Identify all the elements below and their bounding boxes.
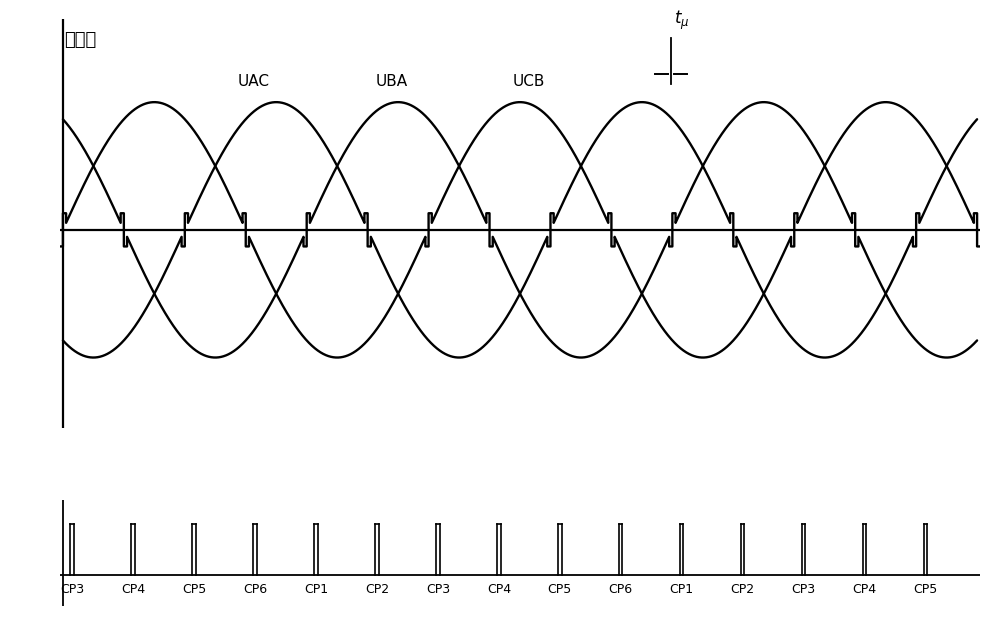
Text: CP4: CP4 <box>487 584 511 597</box>
Text: CP4: CP4 <box>121 584 145 597</box>
Text: CP4: CP4 <box>852 584 877 597</box>
Text: CP5: CP5 <box>548 584 572 597</box>
Text: CP6: CP6 <box>243 584 267 597</box>
Text: 线电压: 线电压 <box>65 31 97 49</box>
Text: UAC: UAC <box>237 73 269 89</box>
Text: CP2: CP2 <box>365 584 389 597</box>
Text: CP1: CP1 <box>670 584 694 597</box>
Text: CP5: CP5 <box>182 584 206 597</box>
Text: CP2: CP2 <box>731 584 755 597</box>
Text: CP3: CP3 <box>792 584 816 597</box>
Text: CP3: CP3 <box>60 584 84 597</box>
Text: CP1: CP1 <box>304 584 328 597</box>
Text: $t_{\mu}$: $t_{\mu}$ <box>674 9 690 32</box>
Text: CP3: CP3 <box>426 584 450 597</box>
Text: UBA: UBA <box>375 73 407 89</box>
Text: CP5: CP5 <box>913 584 938 597</box>
Text: CP6: CP6 <box>609 584 633 597</box>
Text: UCB: UCB <box>513 73 545 89</box>
